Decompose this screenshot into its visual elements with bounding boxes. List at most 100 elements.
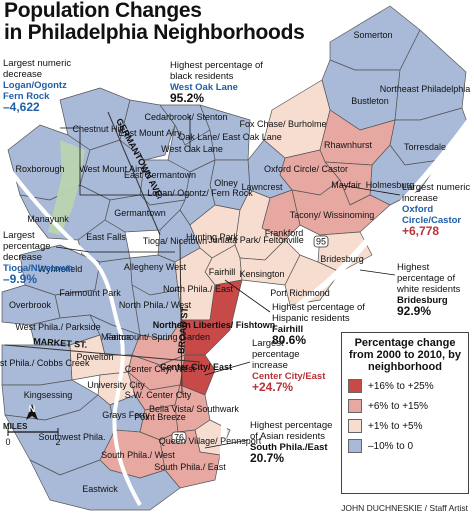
label-logan: Logan/ Ogontz/ Fern Rock xyxy=(147,188,253,198)
label-south-phila-east: South Phila./ East xyxy=(154,462,226,472)
map-title: Population Changes in Philadelphia Neigh… xyxy=(4,0,305,44)
svg-text:0: 0 xyxy=(5,437,10,447)
hispanic-title: Highest percentage of Hispanic residents xyxy=(272,302,365,324)
label-holmesburg: Holmesburg xyxy=(366,180,415,190)
label-east-germantown: East Germantown xyxy=(124,170,196,180)
pct-increase-value: +24.7% xyxy=(252,380,294,394)
asian-title: Highest percentage of Asian residents xyxy=(250,420,333,442)
pct-increase-title: Largest percentage increase xyxy=(252,338,300,371)
region-tacony xyxy=(291,179,391,236)
label-north-phila-west: North Phila./ West xyxy=(119,300,192,310)
label-ne-phila: Northeast Philadelphia xyxy=(380,84,471,94)
annotation-black: Highest percentage of black residents We… xyxy=(170,60,265,104)
label-bella-vista: Bella Vista/ Southwark xyxy=(149,404,239,414)
numeric-increase-sub: Oxford Circle/Castor xyxy=(402,204,462,226)
germantown-ave-road xyxy=(107,111,161,236)
label-frankford: Frankford xyxy=(265,228,304,238)
label-northern-liberties: Northern Liberties/ Fishtown xyxy=(153,320,276,330)
legend-item: +1% to +5% xyxy=(348,419,462,433)
numeric-decrease-title: Largest numeric decrease xyxy=(3,58,72,80)
label-cedarbrook: Cedarbrook/ Stenton xyxy=(144,112,227,122)
pct-decrease-title: Largest percentage decrease xyxy=(3,230,51,263)
label-fox-chase: Fox Chase/ Burholme xyxy=(239,119,326,129)
legend-swatch xyxy=(348,379,362,393)
i76-shield: 76 xyxy=(171,431,187,444)
svg-text:76: 76 xyxy=(174,433,184,443)
label-west-phila-parkside: West Phila./ Parkside xyxy=(15,322,100,332)
annotation-numeric-decrease: Largest numeric decrease Logan/Ogontz Fe… xyxy=(3,58,85,113)
region-bridesburg xyxy=(317,231,373,273)
broad-st-road xyxy=(179,239,183,396)
asian-sub: South Phila./East xyxy=(250,442,328,453)
annotation-pct-increase: Largest percentage increase Center City/… xyxy=(252,338,332,393)
pct-increase-sub: Center City/East xyxy=(252,371,326,382)
annotation-hispanic: Highest percentage of Hispanic residents… xyxy=(272,302,372,346)
legend-item: +16% to +25% xyxy=(348,379,462,393)
label-west-phila-cobbs: West Phila./ Cobbs Creek xyxy=(0,358,90,368)
label-port-richmond: Port Richmond xyxy=(270,288,330,298)
legend-swatch xyxy=(348,419,362,433)
label-hunting-park: Hunting Park xyxy=(186,232,239,242)
label-fairmount-park: Fairmount Park xyxy=(59,288,121,298)
label-southwest-phila: Southwest Phila. xyxy=(38,432,105,442)
label-olney: Olney xyxy=(214,178,238,188)
label-west-mt-airy: West Mount Airy xyxy=(79,164,145,174)
label-rhawnhurst: Rhawnhurst xyxy=(324,140,373,150)
pct-decrease-value: –9.9% xyxy=(3,272,38,286)
legend-label: +16% to +25% xyxy=(368,380,434,392)
annotation-asian: Highest percentage of Asian residents So… xyxy=(250,420,342,464)
hispanic-value: 80.6% xyxy=(272,333,307,347)
label-roxborough: Roxborough xyxy=(15,164,64,174)
label-oak-lane: Oak Lane/ East Oak Lane xyxy=(178,132,282,142)
black-value: 95.2% xyxy=(170,91,205,105)
label-point-breeze: Point Breeze xyxy=(134,412,186,422)
svg-text:N: N xyxy=(29,404,36,414)
label-overbrook: Overbrook xyxy=(9,300,52,310)
wissahickon-park xyxy=(48,140,85,235)
label-mantua: Mantua xyxy=(101,332,131,342)
legend-title: Percentage change from 2000 to 2010, by … xyxy=(349,337,461,373)
market-st-label: MARKET ST. xyxy=(33,336,88,350)
label-north-phila-east: North Phila./ East xyxy=(163,284,234,294)
scale-bar: 0 2 xyxy=(5,428,61,447)
legend: Percentage change from 2000 to 2010, by … xyxy=(341,332,469,494)
label-grays-ferry: Grays Ferry xyxy=(102,410,150,420)
label-torresdale: Torresdale xyxy=(404,142,446,152)
neighborhood-labels: Somerton Bustleton Northeast Philadelphi… xyxy=(0,30,470,494)
market-st-road xyxy=(4,344,201,363)
hispanic-sub: Fairhill xyxy=(272,324,304,335)
label-manayunk: Manayunk xyxy=(27,214,69,224)
legend-label: –10% to 0 xyxy=(368,440,414,452)
annotation-pct-decrease: Largest percentage decrease Tioga/Niceto… xyxy=(3,230,83,285)
numeric-increase-value: +6,778 xyxy=(402,224,440,238)
title-line-1: Population Changes xyxy=(4,0,202,22)
delaware-river xyxy=(188,118,473,515)
numeric-decrease-sub: Logan/Ogontz Fern Rock xyxy=(3,80,67,102)
legend-label: +1% to +5% xyxy=(368,420,423,432)
label-university-city: University City xyxy=(87,380,145,390)
legend-item: –10% to 0 xyxy=(348,439,462,453)
numeric-increase-title: Largest numeric increase xyxy=(402,182,471,204)
label-center-city-east: Center City/ East xyxy=(160,362,232,372)
legend-label: +6% to +15% xyxy=(368,400,429,412)
label-juniata: Juniata Park/ Feltonville xyxy=(208,235,304,245)
leader-lines xyxy=(55,115,401,449)
scale-label: MILES xyxy=(3,422,28,431)
region-eastwick xyxy=(29,459,181,511)
label-germantown: Germantown xyxy=(114,208,166,218)
label-allegheny-west: Allegheny West xyxy=(124,262,187,272)
label-eastwick: Eastwick xyxy=(82,484,118,494)
asian-value: 20.7% xyxy=(250,451,285,465)
label-fairhill: Fairhill xyxy=(209,267,236,277)
annotation-numeric-increase: Largest numeric increase Oxford Circle/C… xyxy=(402,182,472,237)
label-mayfair: Mayfair xyxy=(331,180,361,190)
broad-st-label: BROAD ST. xyxy=(176,305,190,354)
black-sub: West Oak Lane xyxy=(170,82,238,93)
black-title: Highest percentage of black residents xyxy=(170,60,263,82)
schuylkill-river xyxy=(8,168,142,506)
label-south-phila-west: South Phila./ West xyxy=(101,450,175,460)
label-bustleton: Bustleton xyxy=(351,96,389,106)
label-kensington: Kensington xyxy=(239,269,284,279)
legend-swatch xyxy=(348,439,362,453)
white-sub: Bridesburg xyxy=(397,295,448,306)
